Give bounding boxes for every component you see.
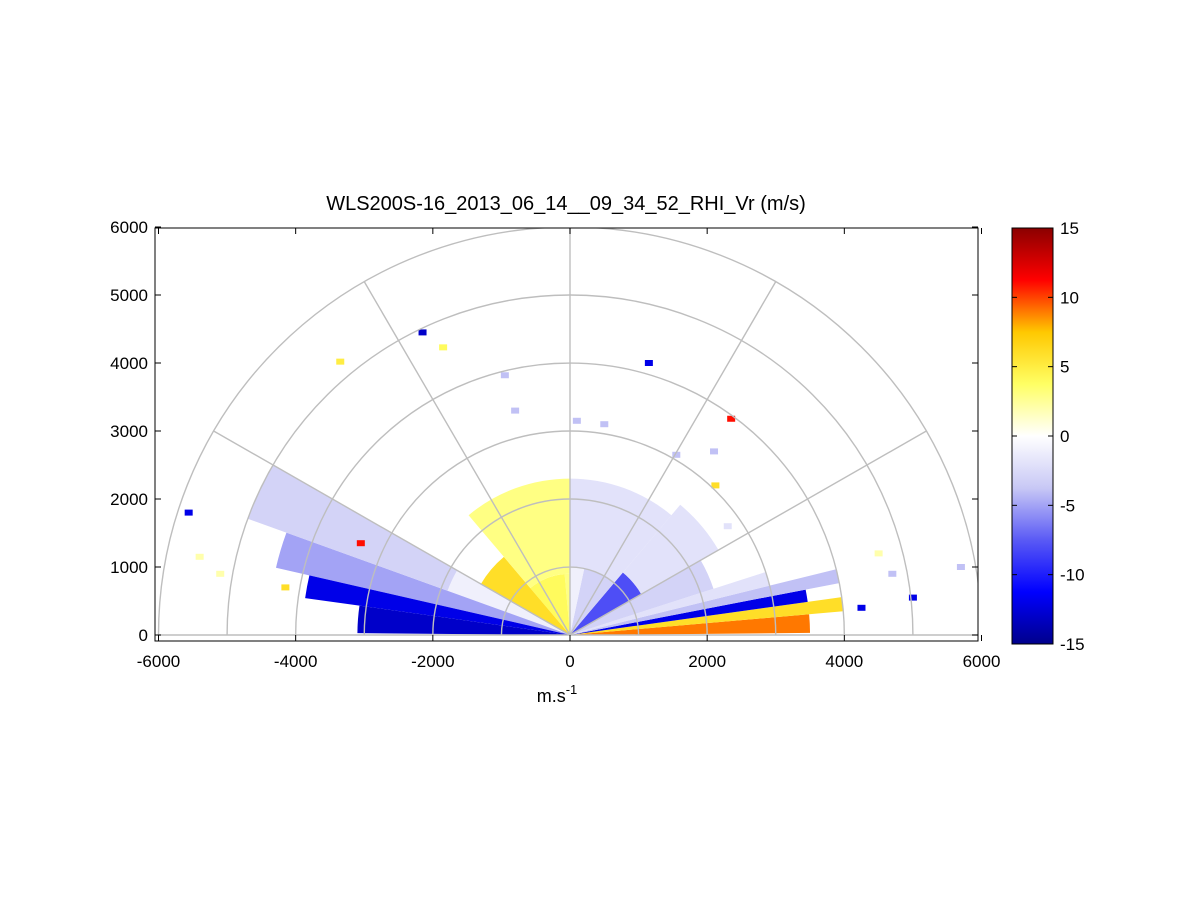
colorbar-tick-label: -5 xyxy=(1060,496,1075,515)
velocity-gate xyxy=(723,523,732,530)
velocity-gate xyxy=(672,451,681,458)
y-tick-label: 4000 xyxy=(110,354,148,373)
velocity-gate xyxy=(281,584,290,591)
x-axis-label: m.s-1 xyxy=(537,682,578,706)
velocity-gate xyxy=(336,358,345,365)
range-ring xyxy=(157,228,978,636)
velocity-gate xyxy=(908,594,917,601)
x-tick-label: 2000 xyxy=(688,652,726,671)
x-tick-label: -4000 xyxy=(274,652,317,671)
x-tick-label: -6000 xyxy=(137,652,180,671)
velocity-gate xyxy=(500,372,509,379)
polar-grid xyxy=(157,228,978,636)
colorbar-tick-label: 0 xyxy=(1060,427,1069,446)
y-axis: 0 1000 2000 3000 4000 5000 6000 xyxy=(110,218,978,645)
y-tick-label: 6000 xyxy=(110,218,148,237)
velocity-gate xyxy=(184,509,193,516)
velocity-gate xyxy=(857,604,866,611)
velocity-gate xyxy=(874,550,883,557)
velocity-gate xyxy=(711,482,720,489)
velocity-gate xyxy=(727,415,736,422)
y-tick-label: 2000 xyxy=(110,490,148,509)
y-tick-label: 0 xyxy=(139,626,148,645)
velocity-sector xyxy=(622,504,719,595)
velocity-sector xyxy=(247,465,458,591)
velocity-sector xyxy=(564,573,570,635)
y-tick-label: 1000 xyxy=(110,558,148,577)
velocity-gate xyxy=(888,570,897,577)
velocity-sector xyxy=(570,614,811,635)
velocity-sector xyxy=(570,571,770,635)
x-axis-label-unit: m.s xyxy=(537,686,566,706)
velocity-gate xyxy=(956,564,965,570)
velocity-sector xyxy=(305,575,570,635)
colorbar-tick-label: 5 xyxy=(1060,358,1069,377)
x-tick-label: 4000 xyxy=(825,652,863,671)
velocity-sector xyxy=(357,605,570,635)
plot-frame xyxy=(154,227,979,642)
velocity-sector xyxy=(275,532,570,635)
elevation-spoke xyxy=(569,281,777,636)
y-tick-label: 5000 xyxy=(110,286,148,305)
velocity-sector xyxy=(570,560,714,635)
x-axis-label-exponent: -1 xyxy=(566,682,578,697)
colorbar-tick-label: -10 xyxy=(1060,566,1085,585)
velocity-sector xyxy=(570,572,642,635)
elevation-spoke xyxy=(213,430,571,636)
colorbar-axis: 15 10 5 0 -5 -10 -15 xyxy=(1012,219,1085,654)
velocity-sector xyxy=(530,574,570,635)
elevation-spoke xyxy=(569,430,927,636)
velocity-gate xyxy=(195,553,204,560)
velocity-sector xyxy=(468,478,570,589)
velocity-gate xyxy=(418,329,427,336)
velocity-gate xyxy=(644,360,653,366)
velocity-gate xyxy=(356,540,365,547)
velocity-gate xyxy=(600,421,609,428)
x-tick-label: -2000 xyxy=(411,652,454,671)
velocity-gate xyxy=(439,344,448,351)
velocity-gate xyxy=(216,570,225,577)
x-axis: -6000 -4000 -2000 0 2000 4000 6000 xyxy=(137,228,1001,671)
x-tick-label: 6000 xyxy=(963,652,1001,671)
velocity-sector xyxy=(570,568,615,635)
y-tick-label: 3000 xyxy=(110,422,148,441)
colorbar-tick-label: 15 xyxy=(1060,219,1079,238)
x-tick-label: 0 xyxy=(565,652,574,671)
chart-title: WLS200S-16_2013_06_14__09_34_52_RHI_Vr (… xyxy=(326,193,806,215)
velocity-gate xyxy=(710,448,719,455)
colorbar-tick-label: -15 xyxy=(1060,635,1085,654)
velocity-sector xyxy=(480,556,570,635)
velocity-gate xyxy=(572,417,581,424)
velocity-sector xyxy=(570,567,585,635)
elevation-spoke xyxy=(363,281,571,636)
velocity-gate xyxy=(511,407,520,414)
colorbar-tick-label: 10 xyxy=(1060,288,1079,307)
velocity-sector xyxy=(570,589,808,635)
colorbar xyxy=(1011,227,1054,645)
